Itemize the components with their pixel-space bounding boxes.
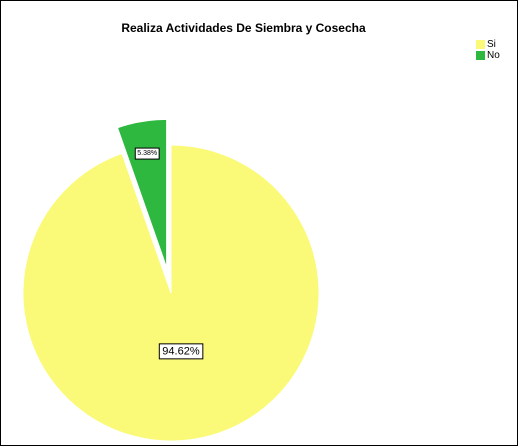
data-label-si: 94.62% <box>158 343 204 360</box>
legend-label-no: No <box>487 50 500 61</box>
data-label-box-no <box>134 147 160 160</box>
legend-swatch-si <box>476 40 485 49</box>
legend-swatch-no <box>476 51 485 60</box>
legend: Si No <box>476 39 500 61</box>
data-label-text-si: 94.62% <box>162 345 200 357</box>
data-label-text-no: 5.38% <box>137 150 157 157</box>
legend-item-no: No <box>476 50 500 61</box>
pie-slice-si <box>22 144 320 442</box>
data-label-box-si <box>158 343 204 360</box>
legend-label-si: Si <box>487 39 496 50</box>
legend-item-si: Si <box>476 39 500 50</box>
data-label-no: 5.38% <box>134 147 160 160</box>
chart-title: Realiza Actividades De Siembra y Cosecha <box>121 21 366 35</box>
